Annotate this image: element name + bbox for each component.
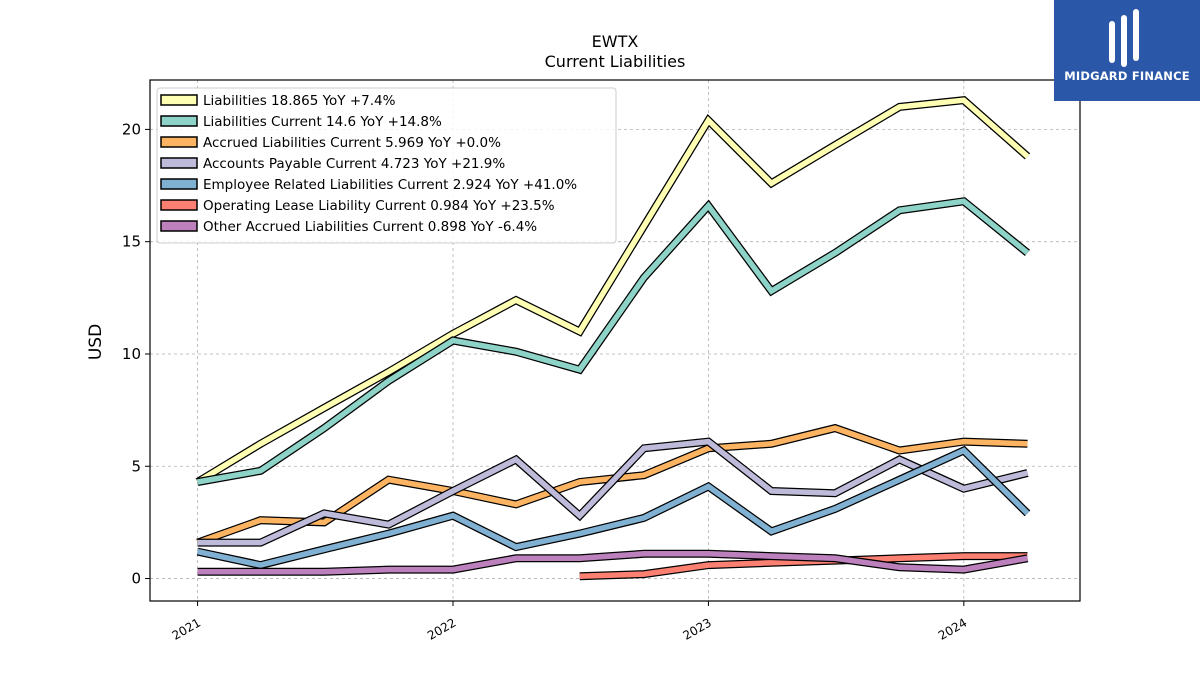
legend-swatch [160,115,198,127]
legend-label: Liabilities Current 14.6 YoY +14.8% [203,114,442,130]
legend: Liabilities 18.865 YoY +7.4% Liabilities … [156,87,617,244]
legend-item: Operating Lease Liability Current 0.984 … [160,198,555,214]
legend-label: Operating Lease Liability Current 0.984 … [203,198,555,214]
series-line [196,445,1031,570]
legend-item: Other Accrued Liabilities Current 0.898 … [160,219,537,235]
legend-item: Accrued Liabilities Current 5.969 YoY +0… [160,135,501,151]
plot-frame [149,79,1081,602]
series-line [197,437,1029,547]
x-tick-label: 2021 [170,615,203,642]
brand-logo: MIDGARD FINANCE [1054,0,1200,101]
legend-swatch [160,157,198,169]
y-axis-label: USD [86,324,106,360]
x-tick-label: 2024 [936,615,969,642]
series-path [579,553,1028,580]
series-line [579,552,1028,581]
x-tick-label: 2023 [680,615,713,642]
y-tick-label: 20 [122,120,141,138]
y-tick-label: 5 [131,457,141,475]
series-path [196,97,1030,485]
series-layer [195,96,1031,581]
logo-mark-icon [1109,9,1139,67]
legend-swatch [160,199,198,211]
legend-label: Accounts Payable Current 4.723 YoY +21.9… [203,156,505,172]
legend-swatch [160,220,198,232]
y-tick-label: 0 [131,570,141,588]
legend-swatch [160,178,198,190]
y-tick-label: 10 [122,345,141,363]
x-tick-label: 2022 [425,615,458,642]
series-line [197,549,1029,576]
series-line [196,197,1031,486]
legend-item: Liabilities 18.865 YoY +7.4% [160,93,396,109]
series-path [197,198,1030,485]
legend-item: Accounts Payable Current 4.723 YoY +21.9… [160,156,505,172]
chart-subtitle: Current Liabilities [544,52,686,71]
legend-box [156,87,617,244]
series-line [195,96,1031,486]
legend-label: Accrued Liabilities Current 5.969 YoY +0… [203,135,501,151]
series-path [197,438,1029,546]
y-tick-label: 15 [122,233,141,251]
chart-title: EWTX [591,32,639,51]
legend-label: Employee Related Liabilities Current 2.9… [203,177,577,193]
legend-item: Liabilities Current 14.6 YoY +14.8% [160,114,442,130]
legend-swatch [160,94,198,106]
legend-swatch [160,136,198,148]
brand-name: MIDGARD FINANCE [1064,69,1190,83]
legend-label: Other Accrued Liabilities Current 0.898 … [203,219,537,235]
legend-item: Employee Related Liabilities Current 2.9… [160,177,577,193]
legend-label: Liabilities 18.865 YoY +7.4% [203,93,396,109]
series-path [197,447,1030,568]
series-path [197,551,1028,575]
